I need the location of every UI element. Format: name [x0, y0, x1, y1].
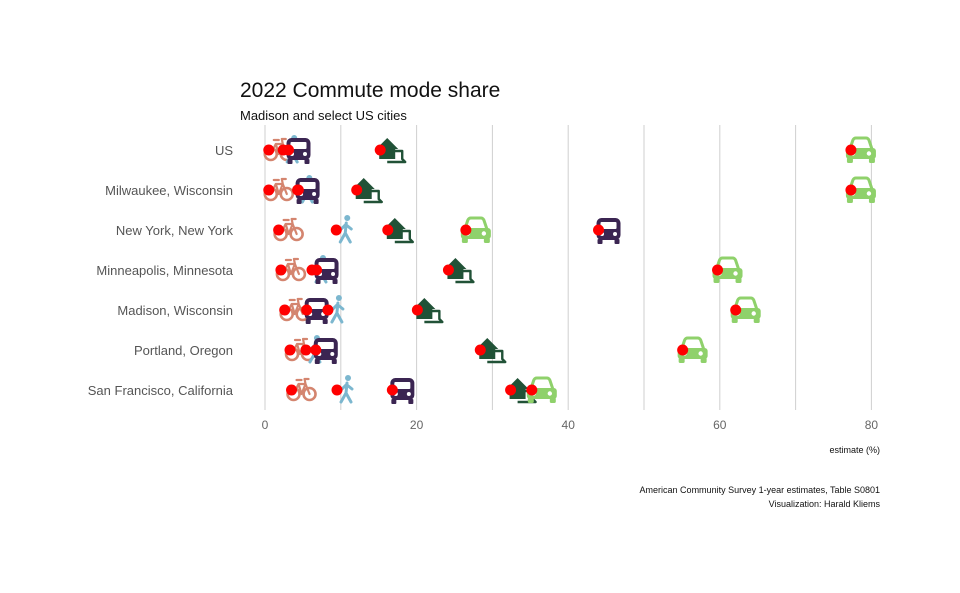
mode-icons	[263, 133, 878, 405]
data-point	[526, 384, 538, 396]
city-label: New York, New York	[116, 223, 234, 238]
data-point	[505, 384, 517, 396]
data-point	[286, 384, 298, 396]
caption-source: American Community Survey 1-year estimat…	[640, 485, 880, 495]
x-tick-label: 40	[562, 418, 576, 432]
data-point	[374, 144, 386, 156]
x-tick-label: 60	[713, 418, 727, 432]
city-label: San Francisco, California	[88, 383, 234, 398]
data-point	[845, 144, 857, 156]
data-point	[330, 224, 342, 236]
chart-subtitle: Madison and select US cities	[240, 108, 407, 123]
data-point	[263, 144, 275, 156]
city-label: US	[215, 143, 233, 158]
data-point	[845, 184, 857, 196]
x-tick-label: 80	[865, 418, 879, 432]
data-point	[386, 384, 398, 396]
city-label: Portland, Oregon	[134, 343, 233, 358]
data-point	[382, 224, 394, 236]
data-point	[474, 344, 486, 356]
data-points	[263, 144, 857, 396]
data-point	[273, 224, 285, 236]
gridlines	[264, 125, 872, 410]
data-point	[301, 304, 313, 316]
data-point	[442, 264, 454, 276]
data-point	[275, 264, 287, 276]
data-point	[712, 264, 724, 276]
data-point	[300, 344, 312, 356]
data-point	[311, 264, 323, 276]
data-point	[279, 304, 291, 316]
data-point	[411, 304, 423, 316]
data-point	[322, 304, 334, 316]
data-point	[593, 224, 605, 236]
x-axis-title: estimate (%)	[829, 445, 880, 455]
caption-credit: Visualization: Harald Kliems	[769, 499, 881, 509]
x-tick-label: 20	[410, 418, 424, 432]
city-label: Minneapolis, Minnesota	[96, 263, 233, 278]
data-point	[292, 184, 304, 196]
city-labels: US Milwaukee, Wisconsin New York, New York…	[88, 143, 234, 398]
data-point	[331, 384, 343, 396]
x-tick-label: 0	[262, 418, 269, 432]
walking-icon	[338, 213, 353, 244]
walking-icon	[330, 293, 345, 324]
data-point	[677, 344, 689, 356]
chart-title: 2022 Commute mode share	[240, 79, 500, 102]
city-label: Milwaukee, Wisconsin	[105, 183, 233, 198]
data-point	[284, 344, 296, 356]
city-label: Madison, Wisconsin	[117, 303, 233, 318]
walking-icon	[339, 373, 354, 404]
data-point	[460, 224, 472, 236]
data-point	[310, 344, 322, 356]
x-axis-ticks: 0 20 40 60 80	[262, 418, 879, 432]
data-point	[263, 184, 275, 196]
data-point	[351, 184, 363, 196]
data-point	[730, 304, 742, 316]
data-point	[282, 144, 294, 156]
